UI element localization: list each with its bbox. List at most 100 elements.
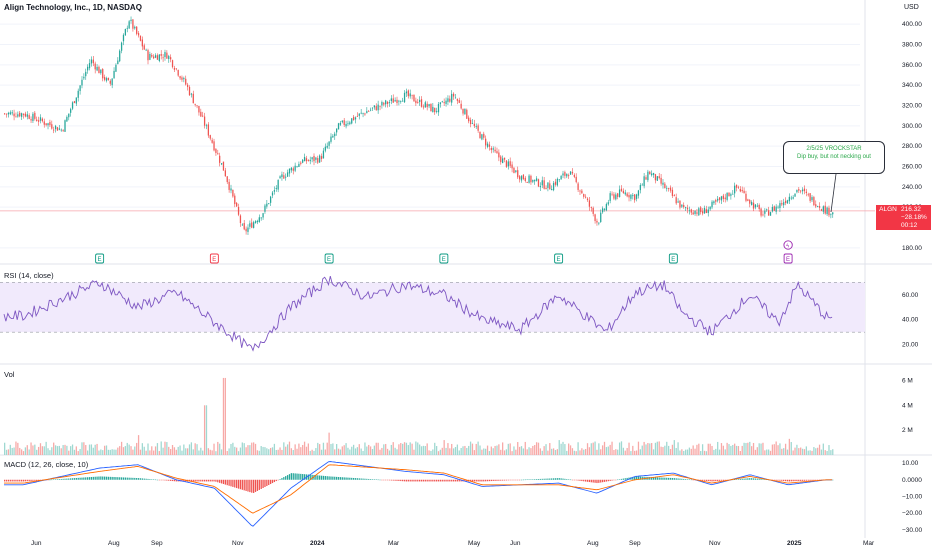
volume-bar	[492, 448, 494, 455]
volume-bar	[520, 446, 523, 455]
candle-body	[820, 209, 823, 211]
volume-bar	[568, 443, 570, 455]
macd-hist-bar	[70, 478, 72, 480]
candle-body	[451, 93, 453, 103]
lightning-glyph: ϟ	[786, 244, 789, 250]
macd-hist-bar	[611, 479, 613, 481]
volume-bar	[577, 442, 579, 455]
macd-hist-bar	[275, 479, 277, 482]
macd-hist-bar	[720, 479, 723, 481]
candle-body	[5, 113, 8, 115]
candle-body	[373, 105, 376, 108]
candle-body	[354, 117, 357, 120]
candle-body	[696, 212, 698, 214]
candle-body	[803, 188, 806, 192]
candle-body	[618, 189, 621, 198]
volume-bar	[79, 449, 81, 455]
macd-hist-bar	[709, 479, 711, 482]
macd-hist-bar	[209, 479, 211, 482]
volume-bar	[286, 444, 289, 455]
macd-hist-bar	[360, 478, 362, 480]
candle-body	[528, 175, 530, 183]
candle-body	[622, 190, 625, 194]
macd-hist-bar	[415, 479, 417, 482]
volume-bar	[45, 441, 47, 455]
candle-body	[447, 98, 449, 102]
candle-body	[709, 206, 711, 210]
macd-hist-bar	[243, 479, 245, 491]
candle-body	[577, 183, 579, 190]
macd-hist-bar	[19, 479, 21, 482]
macd-hist-bar	[483, 479, 485, 482]
volume-bar	[743, 442, 745, 455]
candle-body	[586, 198, 589, 201]
candle-body	[660, 177, 662, 184]
candle-body	[494, 149, 496, 152]
volume-bar	[535, 442, 538, 455]
candle-body	[145, 49, 147, 51]
candle-body	[832, 212, 834, 215]
macd-hist-bar	[260, 479, 262, 489]
candle-body	[435, 111, 438, 112]
macd-hist-bar	[386, 479, 389, 481]
candle-body	[526, 181, 528, 183]
volume-bar	[662, 447, 664, 455]
volume-bar	[596, 449, 598, 455]
price-axis-label: 240.00	[902, 184, 922, 191]
candle-body	[230, 188, 232, 191]
volume-bar	[505, 449, 508, 455]
macd-hist-bar	[22, 479, 25, 482]
macd-hist-bar	[158, 479, 160, 481]
candle-body	[722, 195, 724, 199]
candle-body	[713, 201, 715, 204]
volume-bar	[466, 447, 468, 455]
volume-bar	[769, 450, 772, 455]
volume-bar	[752, 442, 755, 455]
candle-body	[515, 170, 517, 172]
macd-hist-bar	[139, 478, 142, 480]
volume-bar	[460, 447, 462, 455]
candle-body	[392, 98, 394, 103]
volume-bar	[177, 446, 179, 455]
candle-body	[637, 190, 640, 196]
volume-bar	[409, 442, 411, 455]
candle-body	[232, 189, 234, 197]
candle-body	[73, 101, 76, 103]
macd-hist-bar	[666, 477, 668, 480]
candle-body	[266, 203, 268, 207]
volume-bar	[615, 449, 617, 455]
volume-bar	[207, 448, 210, 455]
candle-body	[134, 26, 136, 29]
volume-bar	[637, 441, 640, 455]
volume-bar	[103, 445, 106, 455]
macd-hist-bar	[583, 479, 585, 482]
volume-bar	[747, 442, 749, 455]
candle-body	[194, 103, 196, 105]
macd-hist-bar	[596, 479, 598, 484]
annotation-callout[interactable]: 2/5/25 VROCKSTAR Dip buy, but not neckin…	[783, 141, 885, 174]
macd-hist-bar	[703, 479, 706, 481]
macd-hist-bar	[552, 478, 555, 480]
macd-hist-bar	[317, 475, 319, 480]
earnings-marker-icon	[668, 253, 678, 264]
volume-bar	[749, 441, 751, 455]
volume-bar	[511, 451, 513, 455]
macd-axis-label: 10.00	[902, 460, 919, 467]
volume-bar	[239, 447, 242, 455]
candle-body	[264, 205, 266, 212]
candle-body	[120, 42, 123, 51]
volume-bar	[241, 442, 243, 455]
candle-body	[328, 141, 330, 146]
macd-hist-bar	[435, 479, 438, 482]
macd-hist-bar	[245, 479, 247, 491]
volume-bar	[183, 444, 185, 455]
macd-hist-bar	[273, 479, 276, 483]
volume-bar	[126, 442, 128, 455]
volume-bar	[622, 447, 625, 455]
candle-body	[779, 203, 781, 209]
macd-hist-bar	[739, 478, 741, 480]
macd-hist-bar	[456, 479, 459, 482]
macd-hist-bar	[136, 478, 138, 480]
macd-hist-bar	[192, 479, 194, 482]
